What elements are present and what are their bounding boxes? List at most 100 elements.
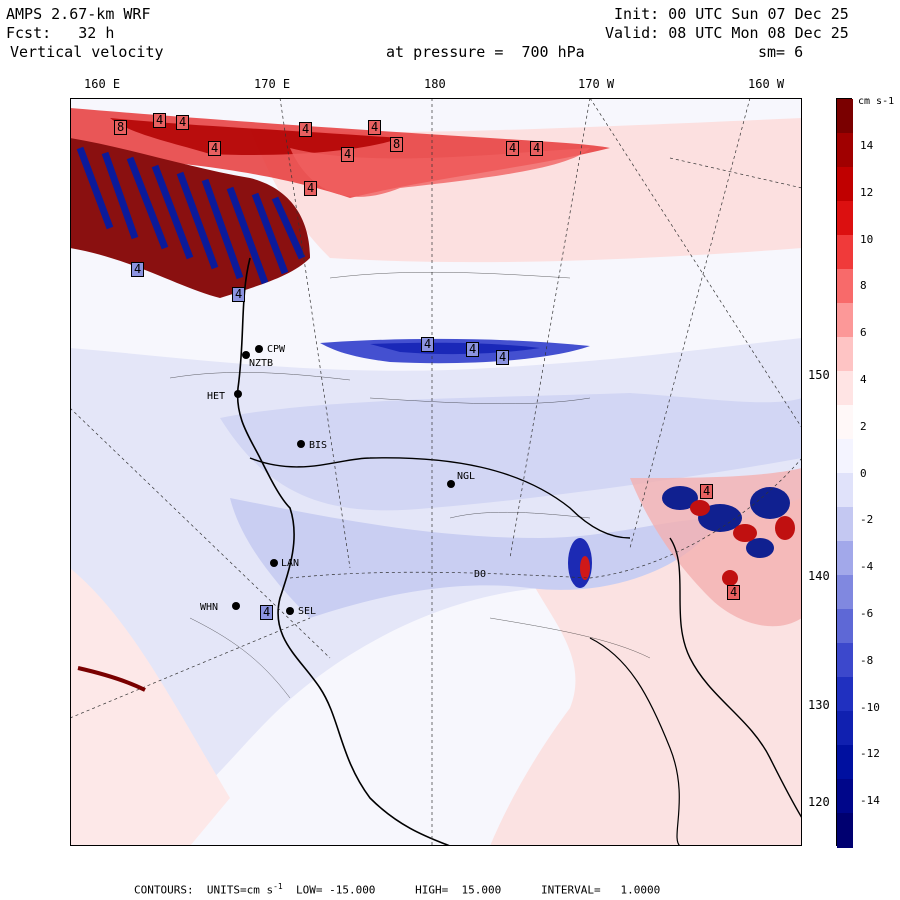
colorbar-segment bbox=[837, 201, 853, 236]
colorbar-segment bbox=[837, 643, 853, 678]
station-marker bbox=[270, 559, 278, 567]
vertical-velocity-map bbox=[70, 98, 802, 846]
convective-cells-red bbox=[690, 500, 795, 586]
colorbar-segment bbox=[837, 609, 853, 644]
contour-info-sup: -1 bbox=[273, 882, 283, 891]
colorbar-segment bbox=[837, 133, 853, 168]
colorbar-segment bbox=[837, 575, 853, 610]
colorbar-segment bbox=[837, 235, 853, 270]
contour-label: 4 bbox=[341, 147, 355, 162]
colorbar-tick: -14 bbox=[860, 794, 880, 808]
station-het: HET bbox=[207, 391, 226, 402]
station-bis: BIS bbox=[309, 440, 328, 451]
colorbar-segment bbox=[837, 541, 853, 576]
contour-info: CONTOURS: UNITS=cm s-1 LOW= -15.000 HIGH… bbox=[134, 880, 660, 897]
colorbar-tick: -2 bbox=[860, 513, 874, 527]
lon-label-160e: 160 E bbox=[84, 77, 121, 91]
colorbar-segment bbox=[837, 711, 853, 746]
field-name: Vertical velocity bbox=[10, 43, 164, 61]
ice-shelf-front bbox=[249, 457, 631, 539]
coastline-east bbox=[669, 537, 802, 819]
colorbar-segment bbox=[837, 337, 853, 372]
contour-label: 4 bbox=[727, 585, 741, 600]
contour-lines bbox=[169, 271, 651, 699]
colorbar bbox=[836, 98, 853, 848]
colorbar-segment bbox=[837, 269, 853, 304]
contour-label: 4 bbox=[466, 342, 480, 357]
lon-label-180: 180 bbox=[424, 77, 446, 91]
contour-label: 8 bbox=[114, 120, 128, 135]
valid-time: Valid: 08 UTC Mon 08 Dec 25 bbox=[605, 24, 849, 42]
station-marker bbox=[242, 351, 250, 359]
contour-info-prefix: CONTOURS: UNITS=cm s bbox=[134, 883, 274, 897]
colorbar-segment bbox=[837, 371, 853, 406]
colorbar-segment bbox=[837, 813, 853, 848]
contour-label: 4 bbox=[299, 122, 313, 137]
colorbar-tick: 6 bbox=[860, 326, 867, 340]
red-band-right bbox=[290, 148, 590, 197]
contour-label: 4 bbox=[260, 605, 274, 620]
colorbar-tick: -10 bbox=[860, 700, 880, 714]
station-do: DO bbox=[474, 569, 487, 580]
colorbar-segment bbox=[837, 99, 853, 134]
contour-label: 8 bbox=[390, 137, 404, 152]
colorbar-segment bbox=[837, 167, 853, 202]
contour-label: 4 bbox=[700, 484, 714, 499]
colorbar-segment bbox=[837, 405, 853, 440]
colorbar-units: cm s-1 bbox=[858, 96, 895, 107]
station-whn: WHN bbox=[200, 602, 219, 613]
lon-label-170w: 170 W bbox=[578, 77, 615, 91]
coastline bbox=[236, 257, 451, 846]
forecast-hour: Fcst: 32 h bbox=[6, 24, 115, 42]
station-marker bbox=[255, 345, 263, 353]
pink-left-field bbox=[70, 568, 230, 846]
contour-label: 4 bbox=[131, 262, 145, 277]
colorbar-tick: -8 bbox=[860, 653, 874, 667]
contour-info-rest: LOW= -15.000 HIGH= 15.000 INTERVAL= 1.00… bbox=[282, 883, 661, 897]
colorbar-tick: 4 bbox=[860, 373, 867, 386]
terrain-stripes bbox=[76, 146, 306, 285]
station-sel: SEL bbox=[298, 606, 317, 617]
station-marker bbox=[286, 607, 294, 615]
graticule bbox=[70, 98, 802, 846]
init-time: Init: 00 UTC Sun 07 Dec 25 bbox=[614, 5, 849, 23]
colorbar-segment bbox=[837, 677, 853, 712]
station-cpw: CPW bbox=[267, 344, 286, 355]
contour-label: 4 bbox=[496, 350, 510, 365]
contour-label: 4 bbox=[304, 181, 318, 196]
colorbar-tick: 10 bbox=[860, 232, 874, 246]
isolated-cell-red bbox=[580, 556, 590, 580]
station-ngl: NGL bbox=[457, 471, 476, 482]
colorbar-tick: 8 bbox=[860, 279, 867, 293]
coastline-east-2 bbox=[589, 637, 681, 846]
contour-label: 4 bbox=[530, 141, 544, 156]
colorbar-segment bbox=[837, 303, 853, 338]
contour-label: 4 bbox=[368, 120, 382, 135]
colorbar-tick: 0 bbox=[860, 466, 867, 480]
contour-label: 4 bbox=[421, 337, 435, 352]
colorbar-segment bbox=[837, 507, 853, 542]
station-marker bbox=[297, 440, 305, 448]
station-nztb: NZTB bbox=[249, 358, 274, 369]
station-lan: LAN bbox=[281, 558, 300, 569]
contour-label: 4 bbox=[232, 287, 246, 302]
contour-label: 4 bbox=[208, 141, 222, 156]
contour-label: 4 bbox=[153, 113, 167, 128]
model-title: AMPS 2.67-km WRF bbox=[6, 5, 151, 23]
pressure-level: at pressure = 700 hPa bbox=[386, 43, 585, 61]
smoothing: sm= 6 bbox=[758, 43, 804, 61]
colorbar-segment bbox=[837, 745, 853, 780]
contour-label: 4 bbox=[506, 141, 520, 156]
colorbar-tick: 2 bbox=[860, 419, 867, 433]
station-marker bbox=[447, 480, 455, 488]
blue-ice-shelf bbox=[230, 498, 720, 618]
colorbar-segment bbox=[837, 439, 853, 474]
colorbar-tick: -12 bbox=[860, 747, 880, 761]
colorbar-tick: -6 bbox=[860, 607, 874, 620]
contour-label: 4 bbox=[176, 115, 190, 130]
colorbar-tick: 12 bbox=[860, 185, 874, 199]
glacier-tongue bbox=[77, 666, 146, 692]
colorbar-tick: -4 bbox=[860, 560, 874, 574]
colorbar-segment bbox=[837, 473, 853, 508]
lon-label-170e: 170 E bbox=[254, 77, 291, 91]
